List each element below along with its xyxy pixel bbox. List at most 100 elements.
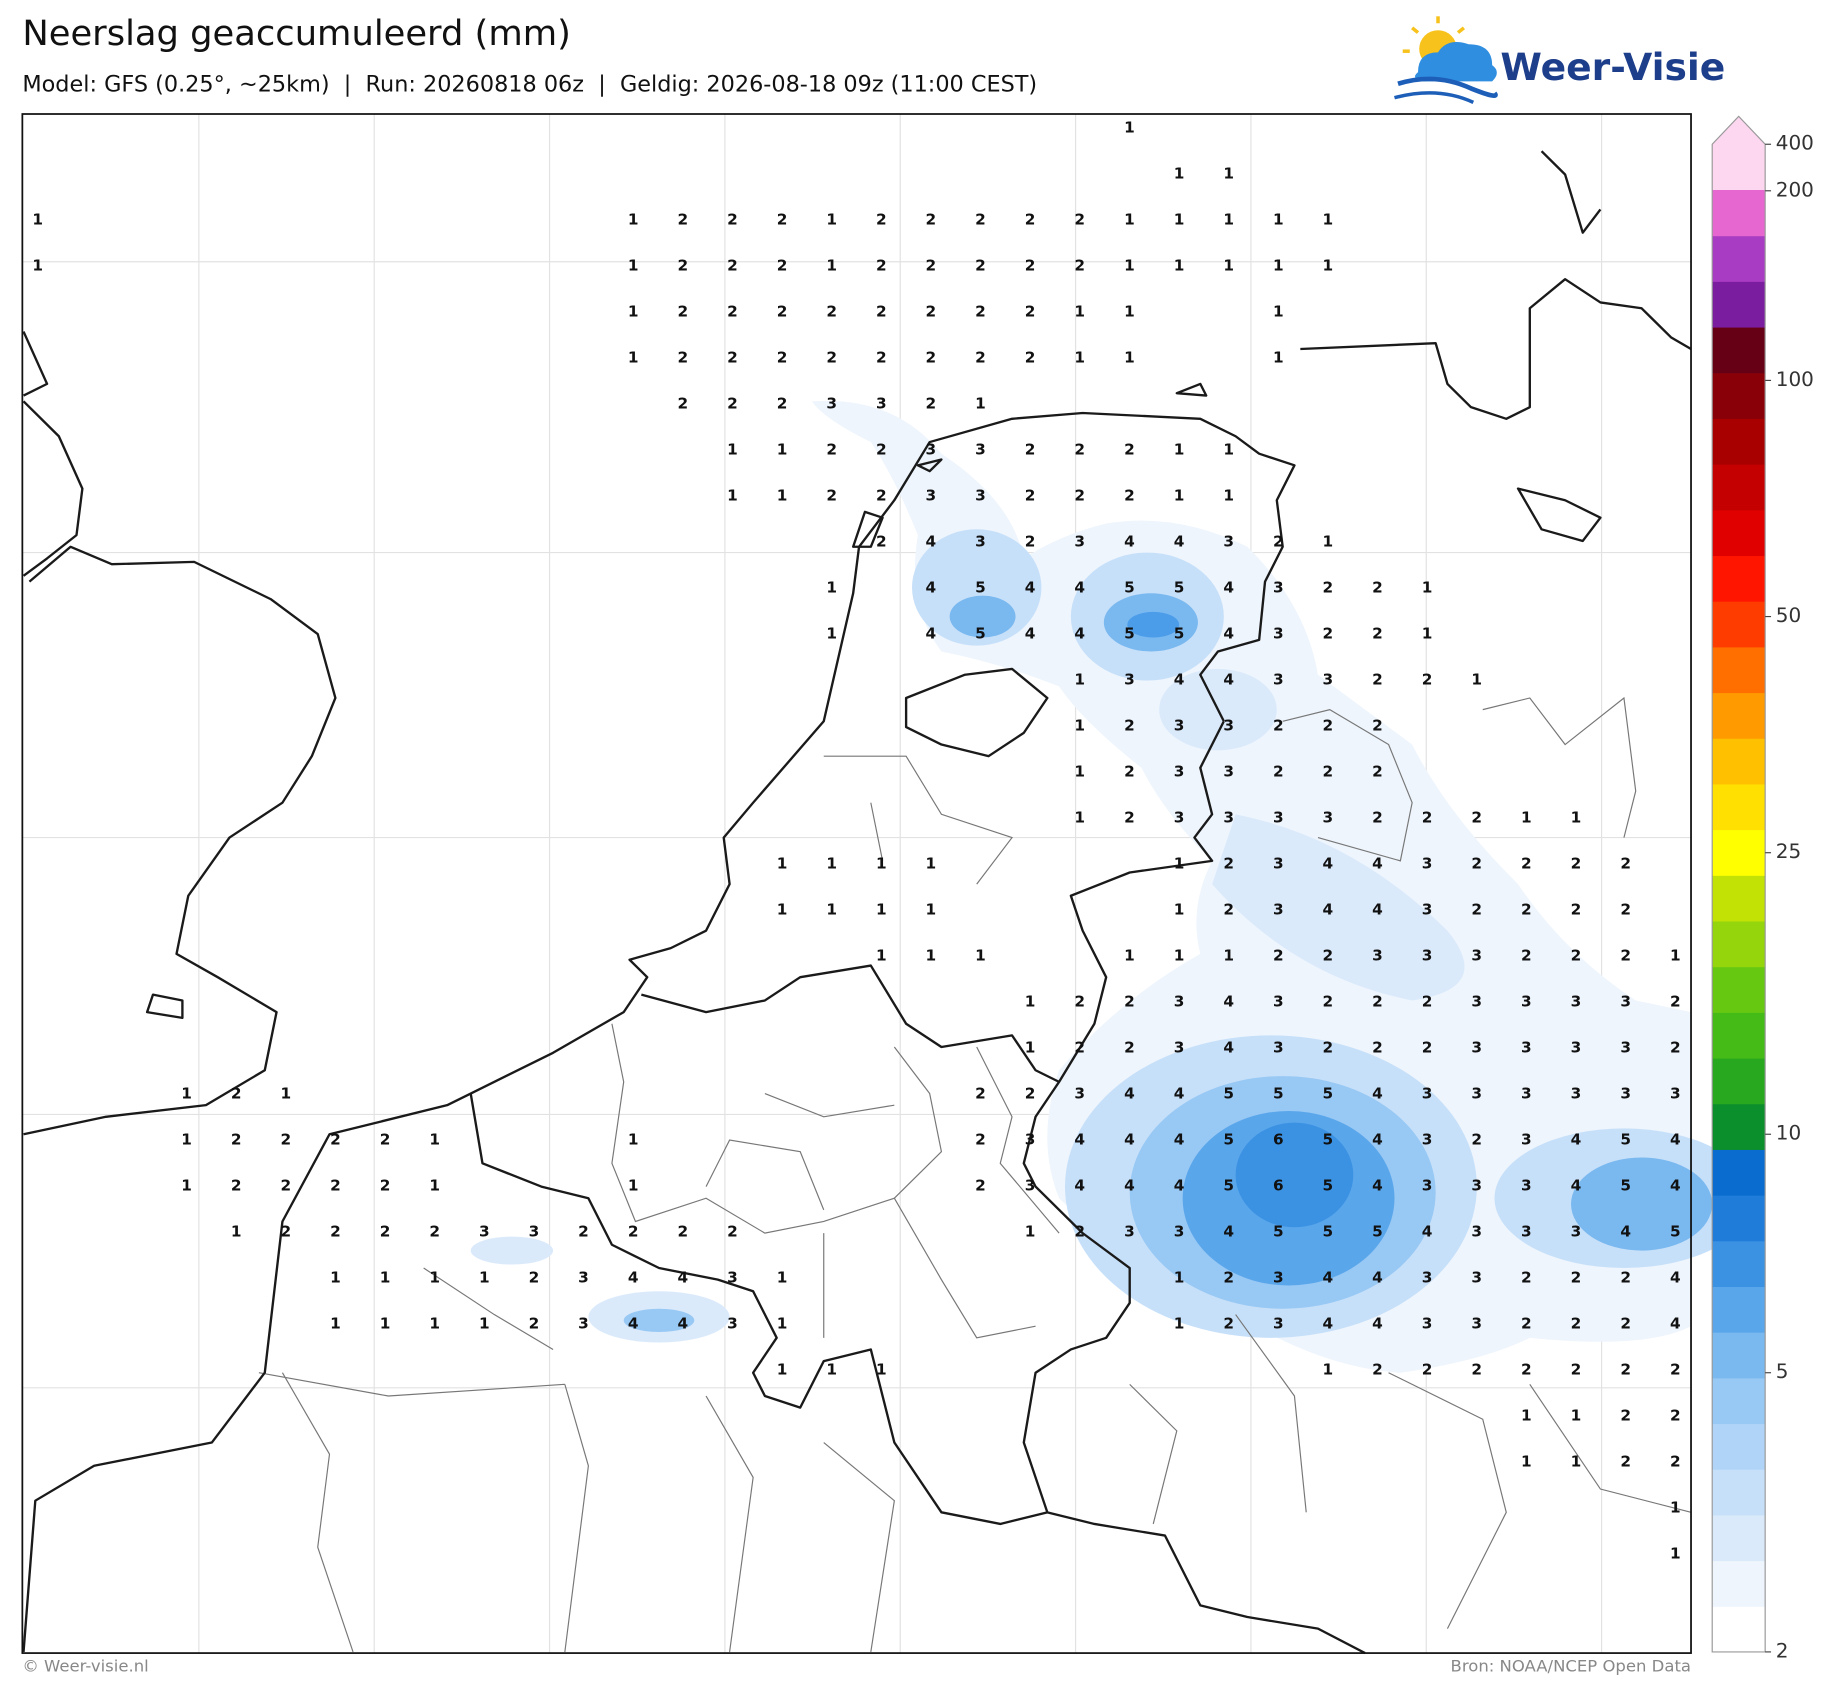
grid-value: 1 [181,1177,192,1195]
grid-value: 3 [1025,1177,1036,1195]
grid-value: 1 [826,579,837,597]
grid-value: 1 [975,395,986,413]
grid-value: 2 [876,441,887,459]
grid-value: 4 [1074,1131,1085,1149]
grid-value: 2 [1025,533,1036,551]
grid-value: 5 [1372,1223,1383,1241]
grid-value: 2 [1273,947,1284,965]
grid-value: 2 [1074,993,1085,1011]
colorbar-tick-label: 200 [1776,178,1814,201]
grid-value: 1 [380,1315,391,1333]
grid-value: 2 [1670,1407,1681,1425]
grid-value: 1 [1521,809,1532,827]
grid-values: 1 1 1 1 1 2 2 2 1 2 2 2 2 2 1 1 1 1 1 1 1 2 2 2 1 2 2 2 2 2 1 1 1 1 1 1 2 2 2 2… [32,119,1680,1563]
grid-value: 1 [777,855,788,873]
grid-value: 1 [826,625,837,643]
grid-value: 1 [380,1269,391,1287]
colorbar-tick-label: 400 [1776,132,1814,155]
grid-value: 5 [1323,1085,1334,1103]
grid-value: 1 [1174,1315,1185,1333]
grid-value: 2 [330,1177,341,1195]
grid-value: 3 [1174,763,1185,781]
grid-value: 2 [975,349,986,367]
grid-value: 4 [1223,625,1234,643]
grid-value: 3 [1471,1223,1482,1241]
grid-value: 3 [1471,993,1482,1011]
grid-value: 2 [1323,625,1334,643]
grid-value: 1 [1571,809,1582,827]
grid-value: 2 [1670,993,1681,1011]
grid-value: 1 [1124,211,1135,229]
grid-value: 1 [1174,257,1185,275]
grid-value: 4 [1025,579,1036,597]
colorbar-segment [1712,555,1766,602]
grid-value: 2 [926,349,937,367]
grid-value: 2 [1521,947,1532,965]
grid-value: 1 [628,211,639,229]
grid-value: 2 [1670,1361,1681,1379]
grid-value: 3 [578,1315,589,1333]
grid-value: 2 [280,1177,291,1195]
grid-value: 2 [231,1177,242,1195]
grid-value: 2 [727,395,738,413]
grid-value: 2 [677,1223,688,1241]
grid-value: 4 [1074,579,1085,597]
grid-value: 2 [1620,855,1631,873]
grid-value: 3 [1471,1177,1482,1195]
grid-value: 5 [1174,625,1185,643]
grid-value: 1 [330,1315,341,1333]
colorbar-segment [1712,326,1766,374]
colorbar-tick-label: 25 [1776,840,1801,863]
grid-value: 2 [1372,579,1383,597]
grid-value: 5 [1124,579,1135,597]
grid-value: 5 [975,579,986,597]
grid-value: 2 [429,1223,440,1241]
colorbar-segment [1712,1195,1766,1242]
grid-value: 2 [677,395,688,413]
grid-value: 1 [1124,257,1135,275]
grid-value: 2 [1571,1361,1582,1379]
grid-value: 2 [1074,1039,1085,1057]
grid-value: 2 [1372,671,1383,689]
grid-value: 4 [1124,1131,1135,1149]
grid-value: 3 [975,487,986,505]
grid-value: 2 [1521,1269,1532,1287]
grid-value: 4 [1372,1085,1383,1103]
grid-value: 6 [1273,1177,1284,1195]
grid-value: 2 [677,257,688,275]
borders [258,696,1692,1655]
map: 1 1 1 1 1 2 2 2 1 2 2 2 2 2 1 1 1 1 1 1 1 2 2 2 1 2 2 2 2 2 1 1 1 1 1 1 2 2 2 2… [21,113,1754,1655]
title: Neerslag geaccumuleerd (mm) [22,13,571,54]
grid-value: 5 [1670,1223,1681,1241]
map-frame [21,113,1692,1654]
grid-value: 2 [926,257,937,275]
grid-value: 3 [727,1269,738,1287]
colorbar-tick-label: 50 [1776,604,1801,627]
grid-value: 2 [628,1223,639,1241]
grid-value: 3 [926,441,937,459]
coastline [22,150,1692,1653]
grid-value: 1 [1025,1039,1036,1057]
grid-value: 2 [876,211,887,229]
grid-value: 3 [529,1223,540,1241]
grid-value: 2 [1025,303,1036,321]
grid-value: 4 [1571,1131,1582,1149]
grid-value: 3 [1521,1085,1532,1103]
precipitation-shading [470,400,1754,1373]
colorbar-segment [1712,966,1766,1013]
grid-value: 2 [1124,1039,1135,1057]
grid-value: 1 [926,855,937,873]
grid-value: 1 [1074,717,1085,735]
grid-value: 1 [1025,993,1036,1011]
grid-value: 1 [628,1177,639,1195]
grid-value: 2 [1422,1039,1433,1057]
grid-value: 1 [628,349,639,367]
grid-value: 4 [926,533,937,551]
grid-value: 2 [975,1177,986,1195]
grid-value: 5 [1620,1177,1631,1195]
grid-value: 2 [1323,1039,1334,1057]
grid-value: 2 [777,211,788,229]
grid-value: 4 [1670,1131,1681,1149]
grid-value: 1 [777,1269,788,1287]
colorbar-segment [1712,601,1766,648]
